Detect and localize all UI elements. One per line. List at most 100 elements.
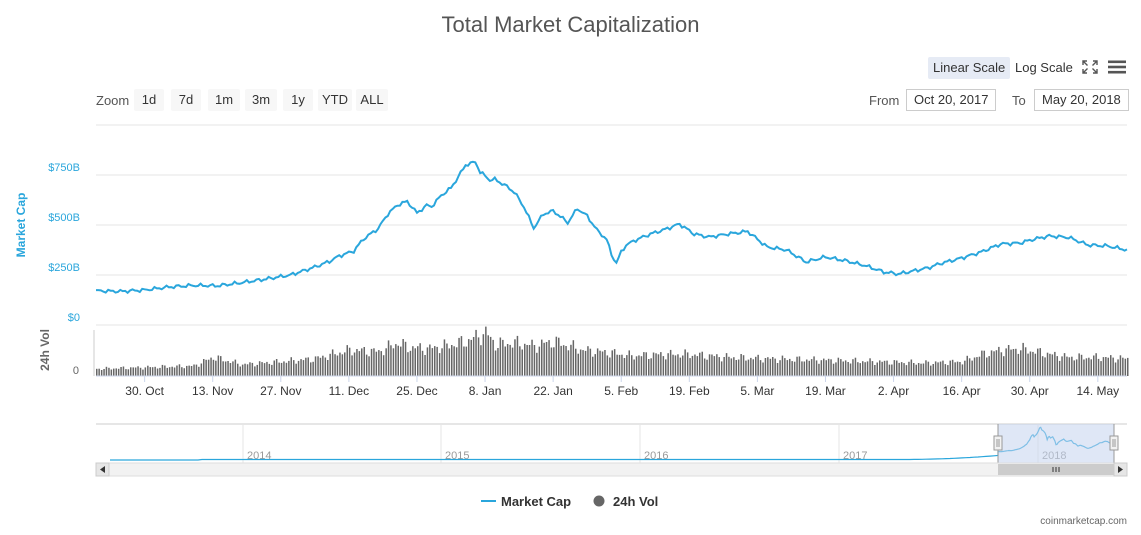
- volume-legend-symbol: [593, 495, 605, 507]
- zoom-1d-button[interactable]: 1d: [134, 89, 164, 111]
- volume-bar: [280, 362, 283, 376]
- volume-bar: [237, 363, 239, 376]
- volume-bar: [224, 361, 227, 376]
- hamburger-menu-icon[interactable]: [1107, 59, 1127, 75]
- volume-bar: [1061, 356, 1063, 376]
- linear-scale-button[interactable]: Linear Scale: [928, 57, 1011, 79]
- volume-bar: [648, 359, 650, 376]
- volume-bar: [832, 363, 835, 376]
- volume-bar: [1122, 357, 1124, 376]
- volume-bar: [699, 352, 701, 376]
- navigator-right-handle[interactable]: [1109, 435, 1119, 451]
- volume-bar: [596, 348, 599, 376]
- volume-bar: [672, 354, 674, 376]
- zoom-1m-button[interactable]: 1m: [208, 89, 240, 111]
- volume-bar: [910, 359, 913, 376]
- zoom-3m-button[interactable]: 3m: [245, 89, 277, 111]
- volume-bar: [594, 354, 596, 376]
- volume-bar: [806, 359, 808, 376]
- volume-bar: [915, 364, 917, 376]
- zoom-ytd-button[interactable]: YTD: [318, 89, 352, 111]
- volume-bar: [310, 362, 312, 376]
- volume-bar: [222, 361, 224, 376]
- from-date-input[interactable]: Oct 20, 2017: [906, 89, 997, 111]
- volume-bar: [489, 336, 492, 376]
- volume-bar: [849, 363, 852, 376]
- volume-bar: [263, 363, 266, 376]
- scrollbar-thumb[interactable]: [998, 464, 1114, 475]
- volume-bar: [541, 339, 543, 376]
- x-tick-label: 30. Oct: [125, 384, 164, 398]
- zoom-label: Zoom: [96, 93, 130, 108]
- from-label: From: [869, 93, 900, 108]
- volume-bar: [995, 350, 998, 376]
- volume-bar: [1102, 357, 1105, 376]
- volume-bar: [1032, 351, 1034, 376]
- volume-bar: [973, 357, 976, 376]
- volume-bar: [567, 350, 570, 376]
- scrollbar-track[interactable]: [95, 462, 1128, 477]
- volume-bar: [443, 339, 446, 376]
- volume-bar: [254, 366, 256, 376]
- x-tick-label: 14. May: [1076, 384, 1119, 398]
- navigator-selection[interactable]: [998, 424, 1114, 463]
- volume-bar: [888, 364, 891, 376]
- volume-bar: [302, 360, 305, 376]
- fullscreen-icon[interactable]: [1081, 59, 1099, 75]
- volume-bar: [791, 361, 793, 376]
- volume-bar: [733, 357, 735, 376]
- volume-bar: [701, 351, 703, 376]
- volume-bar: [922, 363, 925, 376]
- navigator-left-handle[interactable]: [993, 435, 1003, 451]
- navigator[interactable]: 2014 2015 2016 2017 2018: [95, 423, 1128, 477]
- volume-bar: [720, 361, 723, 376]
- volume-bar: [271, 364, 273, 376]
- volume-bar: [711, 354, 713, 376]
- volume-bar: [181, 367, 183, 376]
- log-scale-button[interactable]: Log Scale: [1015, 60, 1073, 75]
- credit-link[interactable]: coinmarketcap.com: [1040, 516, 1127, 527]
- volume-bar: [190, 366, 193, 376]
- volume-bar: [708, 354, 711, 376]
- volume-bar: [652, 352, 655, 376]
- volume-bar: [195, 364, 198, 376]
- volume-bar: [679, 357, 682, 376]
- volume-bar: [105, 366, 108, 376]
- zoom-1y-button[interactable]: 1y: [283, 89, 313, 111]
- scroll-right-button[interactable]: [1113, 462, 1128, 477]
- volume-bar: [402, 339, 404, 376]
- to-date-input[interactable]: May 20, 2018: [1034, 89, 1129, 111]
- zoom-7d-button[interactable]: 7d: [171, 89, 201, 111]
- scroll-left-button[interactable]: [95, 462, 110, 477]
- volume-bar: [762, 362, 764, 376]
- zoom-all-button[interactable]: ALL: [356, 89, 388, 111]
- volume-bar: [127, 369, 130, 376]
- legend-item-24h-vol[interactable]: 24h Vol: [593, 494, 659, 509]
- volume-bar: [356, 349, 358, 376]
- x-tick-label: 8. Jan: [469, 384, 502, 398]
- volume-bar: [1080, 354, 1083, 376]
- volume-bar: [1066, 356, 1068, 376]
- legend-item-market-cap[interactable]: Market Cap: [481, 494, 571, 509]
- volume-bar: [380, 351, 382, 376]
- volume-bar: [147, 365, 149, 376]
- volume-bar: [689, 358, 691, 376]
- market-cap-axis-title: Market Cap: [14, 193, 28, 258]
- volume-bar: [825, 360, 827, 376]
- volume-bar: [290, 357, 292, 376]
- volume-bar: [295, 363, 297, 376]
- volume-bar: [618, 354, 621, 376]
- volume-bar: [767, 357, 769, 376]
- volume-bar: [436, 346, 438, 376]
- volume-bar: [1037, 348, 1039, 376]
- volume-bar: [472, 337, 475, 376]
- volume-bar: [232, 361, 234, 376]
- volume-bar: [966, 355, 968, 376]
- volume-bar: [108, 367, 110, 376]
- volume-bar: [117, 368, 120, 376]
- volume-bar: [120, 367, 122, 376]
- volume-bar: [986, 357, 988, 376]
- volume-bar: [164, 365, 166, 376]
- volume-bar: [757, 354, 759, 376]
- volume-bar: [1078, 353, 1080, 376]
